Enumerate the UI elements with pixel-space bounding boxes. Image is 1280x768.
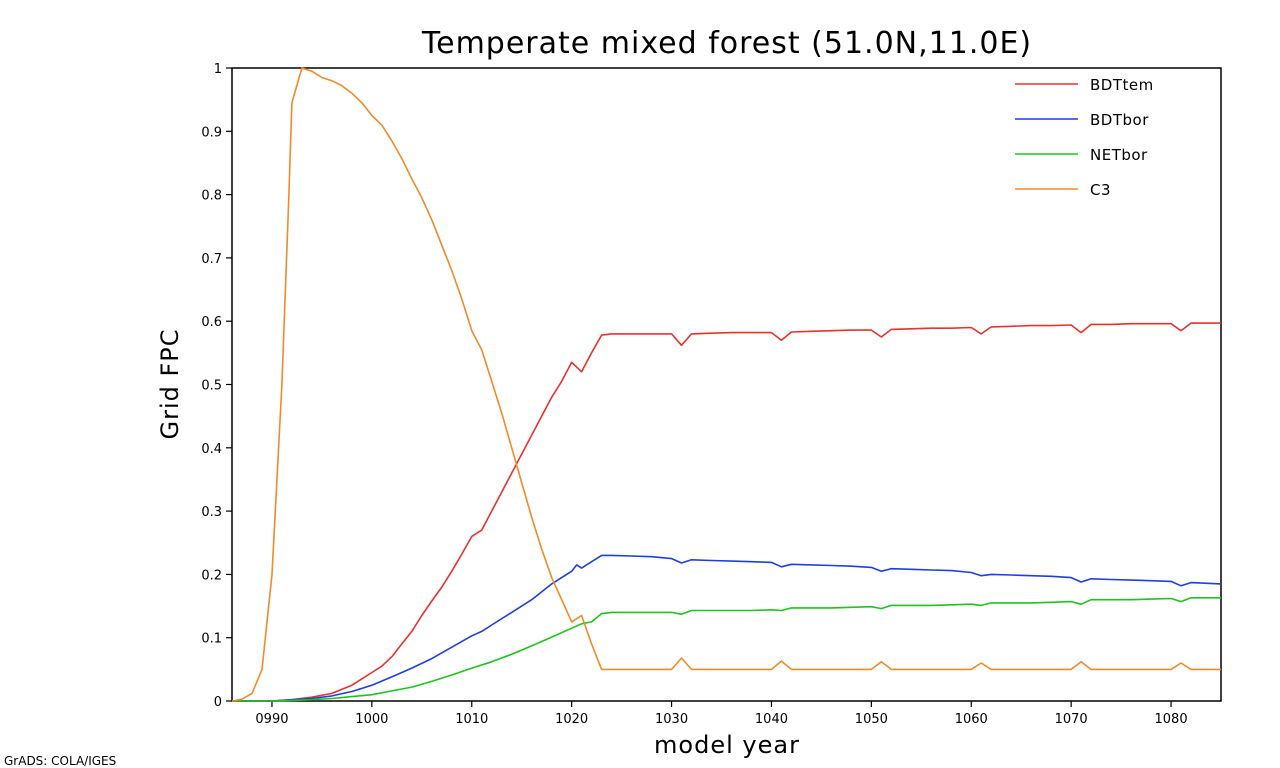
legend: BDTtem BDTbor NETbor C3 (1015, 76, 1154, 199)
x-tick-label: 1000 (355, 712, 388, 727)
plot-frame (231, 67, 1222, 702)
y-tick-label: 0.1 (201, 632, 222, 647)
y-tick-label: 1 (214, 62, 222, 77)
legend-label-c3: C3 (1090, 181, 1111, 199)
legend-label-bdtbor: BDTbor (1090, 111, 1149, 129)
series-lines (231, 67, 1222, 702)
series-line-c3 (231, 67, 1221, 702)
y-tick-label: 0.7 (201, 252, 222, 267)
x-tick-label: 1060 (955, 712, 988, 727)
x-tick-label: 1020 (555, 712, 588, 727)
y-tick-label: 0.6 (201, 315, 222, 330)
x-tick-label: 1050 (855, 712, 888, 727)
x-tick-label: 1080 (1155, 712, 1188, 727)
series-line-bdttem (232, 322, 1221, 702)
y-axis-label: Grid FPC (156, 328, 184, 439)
x-tick-label: 1070 (1055, 712, 1088, 727)
y-axis: 0 0.1 0.2 0.3 0.4 0.5 0.6 0.7 0.8 0.9 1 (201, 62, 232, 710)
y-tick-label: 0.3 (201, 505, 222, 520)
series-line-bdtbor (232, 554, 1222, 702)
x-axis: 0990 1000 1010 1020 1030 1040 1050 1060 1070 1080 (255, 701, 1188, 727)
y-tick-label: 0.4 (201, 442, 222, 457)
x-tick-label: 1040 (755, 712, 788, 727)
x-tick-label: 0990 (255, 712, 288, 727)
plot-area (231, 67, 1222, 702)
x-tick-label: 1030 (655, 712, 688, 727)
y-tick-label: 0.5 (201, 379, 222, 394)
chart-title: Temperate mixed forest (51.0N,11.0E) (421, 26, 1032, 61)
x-tick-label: 1010 (455, 712, 488, 727)
grads-credit: GrADS: COLA/IGES (4, 754, 116, 768)
legend-label-netbor: NETbor (1090, 146, 1148, 164)
y-tick-label: 0 (214, 695, 222, 710)
series-line-netbor (232, 597, 1221, 702)
y-tick-label: 0.8 (201, 189, 222, 204)
y-tick-label: 0.9 (201, 125, 222, 140)
legend-label-bdttem: BDTtem (1090, 76, 1154, 94)
x-axis-label: model year (654, 731, 800, 759)
y-tick-label: 0.2 (201, 568, 222, 583)
